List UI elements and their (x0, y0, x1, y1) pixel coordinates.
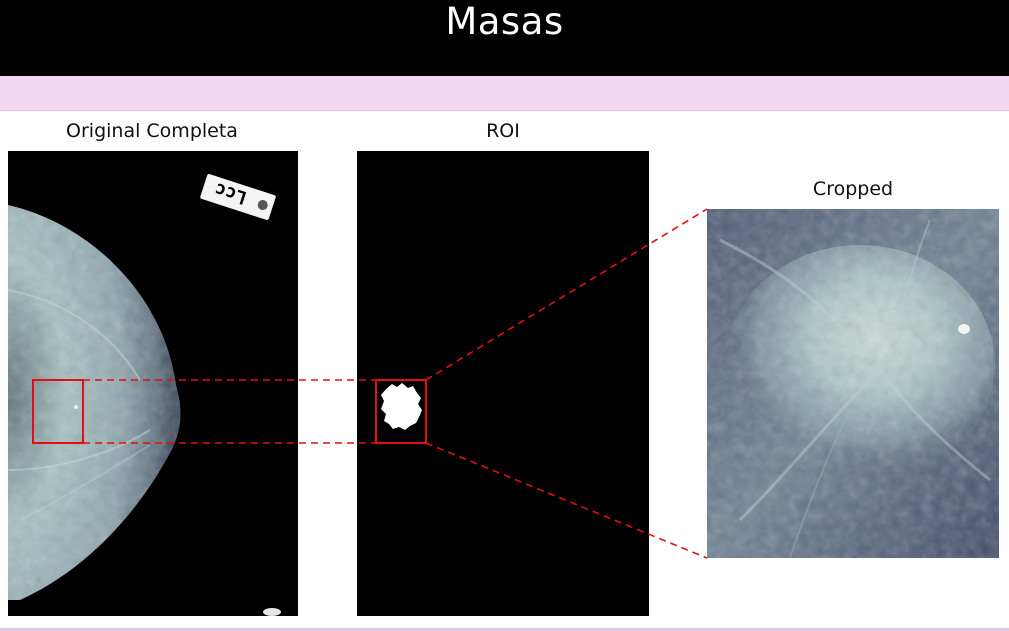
roi-title: ROI (486, 120, 520, 142)
cropped-title: Cropped (812, 178, 894, 200)
laterality-marker: Lcc (200, 174, 276, 220)
original-title: Original Completa (66, 120, 238, 142)
roi-box (375, 379, 427, 444)
original-image: Lcc (8, 151, 298, 616)
connector-lines (83, 208, 708, 559)
original-roi-box (32, 379, 84, 444)
page-title: Masas (445, 0, 564, 43)
cropped-image (707, 209, 999, 558)
roi-image (357, 151, 649, 616)
header-bar: Masas (0, 0, 1009, 76)
footer-divider (0, 628, 1009, 631)
roi-mask (381, 383, 422, 430)
header-band (0, 76, 1009, 111)
